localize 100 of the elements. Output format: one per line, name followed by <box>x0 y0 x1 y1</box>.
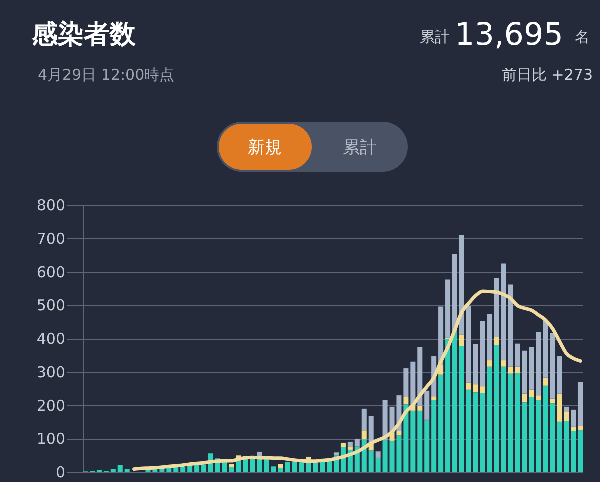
bar <box>550 404 556 472</box>
bar <box>543 386 548 472</box>
bar <box>418 410 423 472</box>
bar <box>571 431 576 472</box>
text: 13,695 <box>455 17 564 53</box>
bar <box>480 321 486 387</box>
bar <box>348 446 353 450</box>
bar <box>543 320 548 378</box>
bar <box>473 344 478 385</box>
bar <box>550 333 556 399</box>
bar <box>452 332 458 472</box>
bar <box>424 390 430 420</box>
bar <box>501 264 506 361</box>
bar <box>557 394 562 422</box>
bar <box>404 368 409 398</box>
bar <box>459 235 464 335</box>
bar <box>404 397 409 405</box>
bar <box>432 396 437 400</box>
bar <box>362 408 367 431</box>
bar <box>473 384 478 393</box>
bar <box>494 338 500 346</box>
bar <box>354 438 360 447</box>
y-tick-label: 300 <box>36 363 66 382</box>
bar <box>362 430 367 440</box>
bar <box>487 366 492 472</box>
bar <box>571 426 576 432</box>
bar <box>536 332 542 396</box>
bar <box>340 442 346 448</box>
bar <box>529 390 534 398</box>
bar <box>480 393 486 472</box>
bar <box>410 362 416 406</box>
text: 新規 <box>248 138 282 158</box>
bar <box>501 366 506 472</box>
bar <box>285 462 290 472</box>
bar <box>229 466 234 472</box>
bar <box>368 450 374 472</box>
y-tick-label: 700 <box>36 230 66 248</box>
bar <box>578 382 583 426</box>
bar <box>459 334 464 346</box>
bar <box>334 452 339 456</box>
bar <box>564 421 570 472</box>
bar <box>446 340 451 472</box>
bar <box>571 410 576 427</box>
text: 名 <box>575 28 590 46</box>
y-tick-label: 0 <box>56 464 66 482</box>
bar <box>320 462 326 472</box>
bar <box>180 466 186 472</box>
bar <box>424 420 430 472</box>
bar <box>501 360 506 367</box>
bar <box>487 360 492 367</box>
bar <box>578 430 583 472</box>
bar <box>543 378 548 386</box>
bar <box>404 404 409 472</box>
bar <box>494 278 500 338</box>
bar <box>557 422 562 472</box>
bar <box>432 400 437 472</box>
y-tick-label: 400 <box>36 330 66 348</box>
bar <box>466 382 472 390</box>
text: 前日比 +273 <box>502 66 593 84</box>
bar <box>446 280 451 338</box>
bar <box>376 452 381 458</box>
y-tick-label: 500 <box>36 296 66 315</box>
bar <box>327 460 332 472</box>
text: 累計 <box>343 138 377 158</box>
bar <box>522 394 528 403</box>
y-tick-label: 800 <box>36 196 66 214</box>
bar <box>536 400 542 472</box>
bar <box>494 345 500 472</box>
bar <box>438 374 444 472</box>
bar <box>564 412 570 422</box>
bar <box>110 469 116 472</box>
bar <box>313 463 318 472</box>
bar <box>473 392 478 472</box>
bar <box>459 346 464 472</box>
bar <box>278 464 284 468</box>
bar <box>348 442 353 447</box>
line-series <box>132 290 582 472</box>
bar <box>410 410 416 472</box>
chart-subtitle: 4月29日 12:00時点 <box>38 66 175 84</box>
bar <box>578 426 583 431</box>
bar <box>550 398 556 404</box>
bar <box>564 406 570 412</box>
bar <box>124 469 130 472</box>
text: 累計 <box>420 28 450 46</box>
bar <box>452 254 458 332</box>
bar <box>466 390 472 472</box>
bar <box>418 406 423 411</box>
y-tick-label: 100 <box>36 430 66 448</box>
bar <box>292 462 298 472</box>
bar <box>368 416 374 442</box>
bar <box>299 462 304 472</box>
bar <box>480 386 486 394</box>
bar <box>229 464 234 467</box>
y-tick-label: 200 <box>36 396 66 415</box>
bar <box>557 356 562 394</box>
bar <box>536 396 542 400</box>
bar <box>466 306 472 383</box>
y-tick-label: 600 <box>36 263 66 282</box>
bar <box>529 397 534 472</box>
bar <box>376 458 381 472</box>
